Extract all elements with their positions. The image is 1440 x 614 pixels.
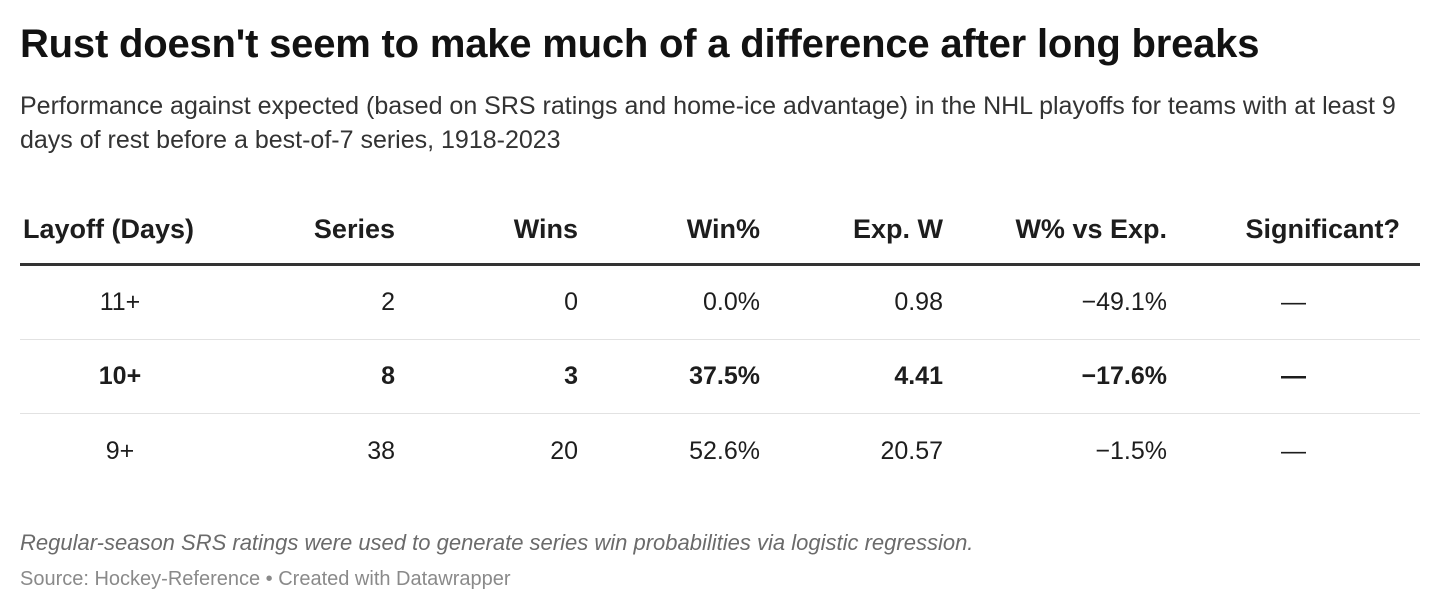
column-header-series: Series: [313, 214, 395, 244]
cell-significant: —: [1281, 436, 1306, 465]
column-header-win-pct: Win%: [686, 214, 760, 244]
column-header-wins: Wins: [513, 214, 578, 244]
chart-source: Source: Hockey-Reference • Created with …: [20, 568, 511, 590]
table-row: 10+ 8 3 37.5% 4.41 −17.6% —: [20, 340, 1420, 414]
cell-significant: —: [1281, 288, 1306, 316]
cell-exp-w: 20.57: [880, 436, 943, 465]
cell-significant: —: [1281, 362, 1306, 390]
cell-w-vs-exp: −17.6%: [1081, 362, 1168, 390]
cell-wins: 20: [550, 436, 578, 465]
cell-w-vs-exp: −1.5%: [1095, 436, 1167, 465]
cell-series: 8: [381, 362, 395, 390]
table-row: 9+ 38 20 52.6% 20.57 −1.5% —: [20, 414, 1420, 488]
column-header-exp-w: Exp. W: [852, 214, 943, 244]
table-row: 11+ 2 0 0.0% 0.98 −49.1% —: [20, 266, 1420, 340]
cell-exp-w: 4.41: [894, 362, 943, 390]
cell-series: 38: [367, 436, 395, 465]
column-header-significant: Significant?: [1245, 214, 1401, 244]
table-header-row: Layoff (Days) Series Wins Win% Exp. W W%…: [20, 196, 1420, 266]
cell-exp-w: 0.98: [894, 288, 943, 316]
cell-layoff: 11+: [99, 288, 141, 316]
cell-wins: 3: [564, 362, 578, 390]
column-header-w-vs-exp: W% vs Exp.: [1015, 214, 1167, 244]
cell-win-pct: 0.0%: [703, 288, 760, 316]
data-table: Layoff (Days) Series Wins Win% Exp. W W%…: [20, 196, 1420, 488]
cell-w-vs-exp: −49.1%: [1081, 288, 1168, 316]
cell-win-pct: 37.5%: [689, 362, 760, 390]
column-header-layoff: Layoff (Days): [23, 214, 195, 244]
cell-series: 2: [381, 288, 395, 316]
cell-layoff: 10+: [98, 362, 142, 390]
chart-title: Rust doesn't seem to make much of a diff…: [20, 22, 1260, 66]
cell-layoff: 9+: [105, 436, 135, 465]
cell-wins: 0: [564, 288, 578, 316]
cell-win-pct: 52.6%: [689, 436, 760, 465]
chart-subtitle: Performance against expected (based on S…: [20, 92, 1396, 154]
chart-notes: Regular-season SRS ratings were used to …: [20, 530, 974, 555]
